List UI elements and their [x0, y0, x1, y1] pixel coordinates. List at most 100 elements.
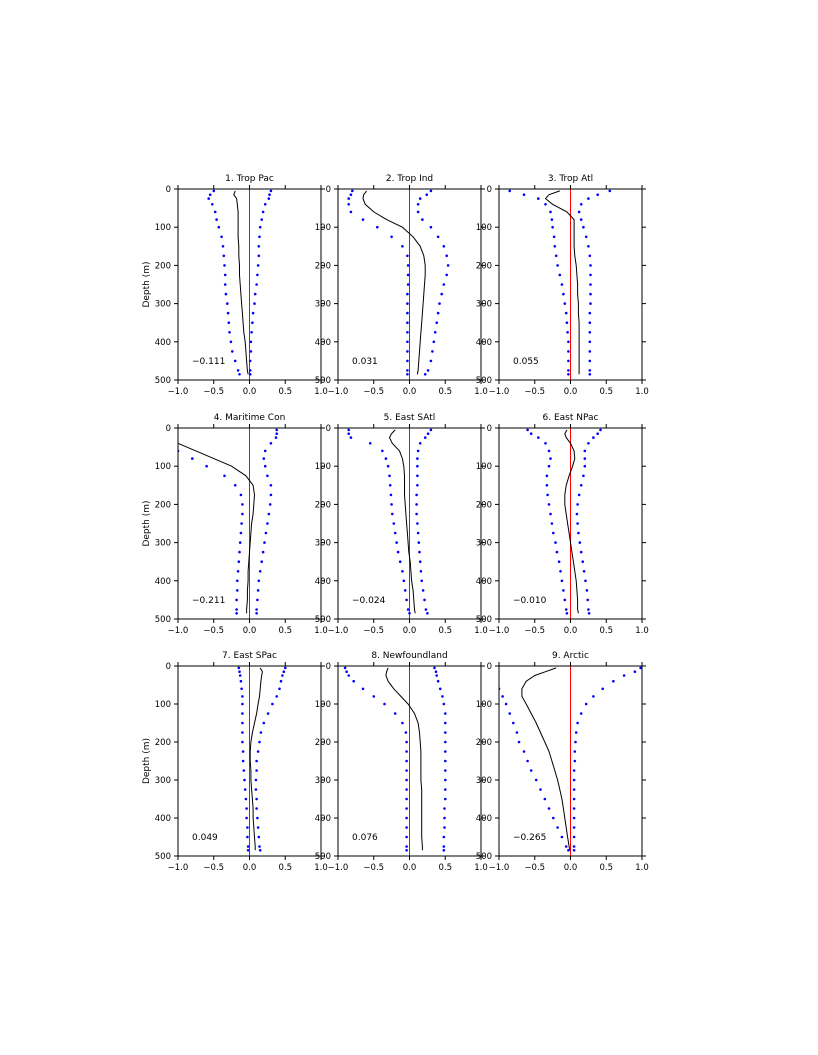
lower-bound-point: [386, 464, 390, 468]
lower-bound-point: [239, 493, 243, 497]
upper-bound-point: [416, 484, 419, 487]
y-tick-label: 0: [166, 185, 171, 195]
lower-bound-point: [227, 321, 231, 325]
lower-bound-point: [220, 235, 223, 239]
lower-bound-point: [405, 788, 408, 791]
upper-bound-point: [587, 197, 590, 200]
upper-bound-point: [442, 245, 446, 248]
lower-bound-point: [508, 712, 512, 715]
x-tick-label: −0.5: [524, 626, 545, 636]
mean-profile-line: [362, 190, 426, 375]
panel-title: 1. Trop Pac: [225, 174, 274, 184]
upper-bound-point: [443, 826, 446, 829]
x-tick-label: 0.5: [599, 626, 613, 636]
upper-bound-point: [576, 503, 579, 506]
x-tick-label: 1.0: [474, 387, 488, 397]
upper-bound-point: [589, 264, 592, 267]
upper-bound-point: [249, 350, 253, 353]
lower-bound-point: [406, 373, 409, 376]
lower-bound-point: [347, 432, 351, 436]
y-tick-label: 500: [315, 852, 331, 862]
mean-profile-line: [249, 667, 263, 851]
lower-bound-point: [243, 778, 246, 782]
x-tick-label: 1.0: [314, 863, 328, 873]
upper-bound-point: [419, 570, 423, 573]
upper-bound-point: [258, 845, 261, 848]
lower-bound-point: [236, 579, 239, 583]
y-tick-label: 100: [315, 223, 331, 233]
lower-bound-point: [406, 254, 409, 258]
upper-bound-point: [588, 340, 592, 344]
upper-bound-point: [441, 695, 444, 698]
lower-bound-point: [563, 598, 567, 602]
lower-bound-point: [529, 432, 533, 436]
x-tick-label: 0.0: [564, 863, 578, 873]
lower-bound-point: [239, 531, 243, 535]
panel-9: 9. Arctic −1.0 −0.5 0.0 0.5 1.0 0 100 200 300 400 5…: [476, 651, 649, 873]
upper-bound-point: [589, 302, 592, 305]
upper-bound-point: [416, 449, 420, 453]
lower-bound-point: [191, 457, 194, 460]
correlation-value: 0.076: [352, 833, 378, 843]
panel-title: 2. Trop Ind: [386, 174, 433, 184]
lower-bound-point: [243, 788, 247, 791]
lower-bound-point: [241, 750, 245, 753]
lower-bound-point: [526, 428, 529, 432]
x-tick-label: −0.5: [363, 626, 384, 636]
lower-bound-point: [240, 687, 243, 691]
upper-bound-point: [262, 457, 266, 460]
upper-bound-point: [633, 670, 637, 673]
plot-area: [347, 428, 433, 615]
y-tick-label: 100: [155, 700, 171, 710]
upper-bound-point: [444, 731, 447, 734]
lower-bound-point: [396, 550, 400, 554]
lower-bound-point: [405, 778, 408, 782]
upper-bound-point: [574, 731, 578, 734]
y-tick-label: 300: [476, 539, 492, 549]
lower-bound-point: [235, 608, 238, 611]
upper-bound-point: [577, 210, 581, 214]
y-tick-label: 0: [326, 424, 331, 434]
correlation-value: −0.265: [513, 833, 546, 843]
y-tick-label: 200: [155, 500, 171, 510]
upper-bound-point: [588, 369, 592, 372]
lower-bound-point: [235, 598, 238, 602]
upper-bound-point: [435, 321, 439, 325]
y-tick-label: 200: [476, 738, 492, 748]
upper-bound-point: [284, 666, 287, 670]
upper-bound-point: [416, 210, 420, 214]
upper-bound-point: [589, 283, 592, 286]
upper-bound-point: [269, 189, 273, 193]
lower-bound-point: [401, 721, 404, 725]
lower-bound-point: [406, 331, 409, 334]
y-tick-label: 400: [155, 577, 171, 587]
upper-bound-point: [596, 193, 599, 196]
lower-bound-point: [240, 522, 243, 525]
upper-bound-point: [255, 807, 258, 810]
upper-bound-point: [275, 428, 279, 432]
x-tick-label: −1.0: [489, 387, 510, 397]
x-tick-label: −1.0: [489, 626, 510, 636]
lower-bound-point: [543, 797, 547, 801]
lower-bound-point: [529, 769, 533, 772]
upper-bound-point: [257, 245, 261, 248]
lower-bound-point: [241, 503, 244, 506]
lower-bound-point: [550, 218, 554, 221]
y-tick-label: 0: [166, 424, 171, 434]
upper-bound-point: [443, 807, 446, 810]
upper-bound-point: [267, 512, 271, 516]
lower-bound-point: [212, 189, 216, 193]
upper-bound-point: [601, 687, 604, 691]
upper-bound-point: [429, 359, 433, 363]
lower-bound-point: [148, 436, 151, 439]
upper-bound-point: [572, 835, 576, 839]
lower-bound-point: [241, 695, 244, 698]
upper-bound-point: [416, 531, 420, 535]
x-tick-label: −0.5: [524, 387, 545, 397]
lower-bound-point: [347, 197, 351, 200]
upper-bound-point: [435, 674, 439, 677]
lower-bound-point: [522, 193, 526, 196]
upper-bound-point: [612, 679, 615, 683]
mean-profile-line: [544, 190, 580, 375]
lower-bound-point: [405, 816, 408, 820]
